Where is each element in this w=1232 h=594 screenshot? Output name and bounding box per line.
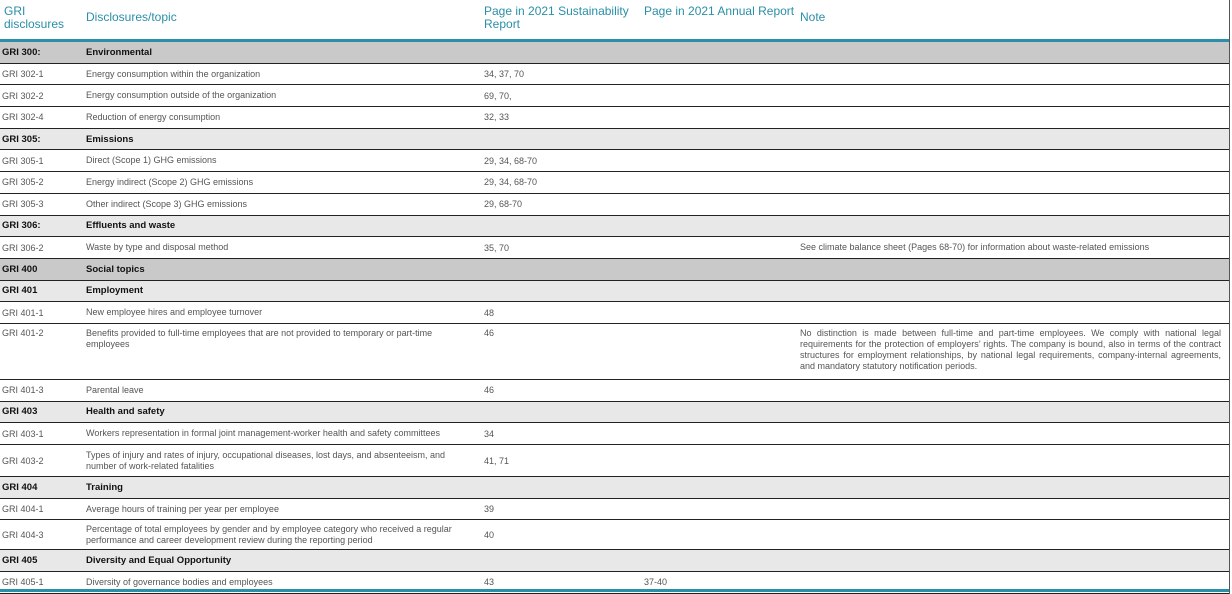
sustainability-page-cell: 29, 34, 68-70 <box>484 177 538 188</box>
section-row: GRI 305: Emissions <box>0 128 1229 151</box>
code-cell: GRI 401-2 <box>2 327 44 338</box>
annual-page-cell: 37-40 <box>644 577 668 588</box>
sustainability-page-cell: 29, 68-70 <box>484 199 523 210</box>
topic-cell: Employment <box>86 285 144 297</box>
topic-cell: Diversity of governance bodies and emplo… <box>86 576 273 587</box>
header-topic: Disclosures/topic <box>86 10 177 24</box>
topic-cell: New employee hires and employee turnover <box>86 307 263 318</box>
table-row: GRI 404-3 Percentage of total employees b… <box>0 520 1229 551</box>
topic-cell: Health and safety <box>86 406 165 418</box>
topic-cell: Diversity and Equal Opportunity <box>86 555 232 567</box>
sustainability-page-cell: 32, 33 <box>484 112 510 123</box>
table-body: GRI 300: Environmental GRI 302-1 Energy con… <box>0 42 1229 594</box>
code-cell: GRI 300: <box>2 46 41 58</box>
code-cell: GRI 306: <box>2 220 41 232</box>
table-row: GRI 403-2 Types of injury and rates of in… <box>0 445 1229 477</box>
topic-cell: Energy indirect (Scope 2) GHG emissions <box>86 176 254 187</box>
sustainability-page-cell: 34, 37, 70 <box>484 69 525 80</box>
header-note: Note <box>800 10 826 24</box>
topic-cell: Benefits provided to full-time employees… <box>86 327 433 349</box>
code-cell: GRI 404-3 <box>2 529 44 540</box>
note-cell: See climate balance sheet (Pages 68-70) … <box>800 242 1150 253</box>
topic-cell: Parental leave <box>86 384 144 395</box>
topic-cell: Average hours of training per year per e… <box>86 503 279 514</box>
table-row: GRI 305-2 Energy indirect (Scope 2) GHG e… <box>0 172 1229 194</box>
code-cell: GRI 405 <box>2 555 38 567</box>
table-row: GRI 401-3 Parental leave 46 <box>0 380 1229 402</box>
topic-cell: Social topics <box>86 263 145 275</box>
code-cell: GRI 305: <box>2 133 41 145</box>
table-row: GRI 302-4 Reduction of energy consumption… <box>0 107 1229 129</box>
topic-cell: Types of injury and rates of injury, occ… <box>86 449 446 471</box>
code-cell: GRI 302-4 <box>2 112 44 123</box>
topic-cell: Energy consumption outside of the organi… <box>86 90 277 101</box>
topic-cell: Direct (Scope 1) GHG emissions <box>86 155 217 166</box>
sustainability-page-cell: 35, 70 <box>484 242 510 253</box>
sustainability-page-cell: 39 <box>484 504 495 515</box>
code-cell: GRI 403-2 <box>2 455 44 466</box>
code-cell: GRI 305-2 <box>2 177 44 188</box>
code-cell: GRI 403 <box>2 406 38 418</box>
topic-cell: Energy consumption within the organizati… <box>86 68 261 79</box>
code-cell: GRI 403-1 <box>2 428 44 439</box>
section-row: GRI 300: Environmental <box>0 42 1229 64</box>
sustainability-page-cell: 43 <box>484 577 495 588</box>
sustainability-page-cell: 48 <box>484 307 495 318</box>
topic-cell: Percentage of total employees by gender … <box>86 523 452 545</box>
sustainability-page-cell: 34 <box>484 428 495 439</box>
section-row: GRI 403 Health and safety <box>0 401 1229 424</box>
table-row: GRI 403-1 Workers representation in forma… <box>0 423 1229 445</box>
code-cell: GRI 401-3 <box>2 385 44 396</box>
table-row: GRI 302-1 Energy consumption within the o… <box>0 64 1229 86</box>
table-row: GRI 401-1 New employee hires and employee… <box>0 302 1229 324</box>
code-cell: GRI 404-1 <box>2 504 44 515</box>
table-row: GRI 302-2 Energy consumption outside of t… <box>0 85 1229 108</box>
code-cell: GRI 302-2 <box>2 90 44 101</box>
sustainability-page-cell: 46 <box>484 327 495 338</box>
bottom-rule <box>0 589 1229 592</box>
topic-cell: Environmental <box>86 46 152 58</box>
sustainability-page-cell: 69, 70, <box>484 90 512 101</box>
sustainability-page-cell: 41, 71 <box>484 455 510 466</box>
table-row: GRI 305-3 Other indirect (Scope 3) GHG em… <box>0 194 1229 216</box>
section-row: GRI 400 Social topics <box>0 258 1229 281</box>
sustainability-page-cell: 40 <box>484 529 495 540</box>
topic-cell: Reduction of energy consumption <box>86 111 221 122</box>
topic-cell: Waste by type and disposal method <box>86 242 229 253</box>
topic-cell: Workers representation in formal joint m… <box>86 428 440 439</box>
table-row: GRI 306-2 Waste by type and disposal meth… <box>0 237 1229 259</box>
code-cell: GRI 401 <box>2 285 38 297</box>
code-cell: GRI 305-1 <box>2 155 44 166</box>
sustainability-page-cell: 46 <box>484 385 495 396</box>
code-cell: GRI 306-2 <box>2 242 44 253</box>
table-header: GRI disclosures Disclosures/topic Page i… <box>0 0 1229 42</box>
section-row: GRI 405 Diversity and Equal Opportunity <box>0 550 1229 573</box>
topic-cell: Effluents and waste <box>86 220 176 232</box>
topic-cell: Other indirect (Scope 3) GHG emissions <box>86 198 248 209</box>
table-row: GRI 305-1 Direct (Scope 1) GHG emissions 2… <box>0 150 1229 173</box>
note-cell: No distinction is made between full-time… <box>800 327 1221 371</box>
section-row: GRI 404 Training <box>0 477 1229 499</box>
section-row: GRI 306: Effluents and waste <box>0 215 1229 238</box>
header-gri-disclosures: GRI disclosures <box>4 4 65 31</box>
code-cell: GRI 401-1 <box>2 307 44 318</box>
topic-cell: Emissions <box>86 133 134 145</box>
code-cell: GRI 305-3 <box>2 199 44 210</box>
table-row: GRI 401-2 Benefits provided to full-time … <box>0 324 1229 380</box>
code-cell: GRI 405-1 <box>2 577 44 588</box>
code-cell: GRI 400 <box>2 263 38 275</box>
code-cell: GRI 302-1 <box>2 69 44 80</box>
topic-cell: Training <box>86 481 123 493</box>
header-sustainability-page: Page in 2021 Sustainability Report <box>484 4 629 31</box>
section-row: GRI 401 Employment <box>0 280 1229 303</box>
header-annual-page: Page in 2021 Annual Report <box>644 4 795 18</box>
code-cell: GRI 404 <box>2 481 38 493</box>
sustainability-page-cell: 29, 34, 68-70 <box>484 155 538 166</box>
table-row: GRI 404-1 Average hours of training per y… <box>0 499 1229 521</box>
